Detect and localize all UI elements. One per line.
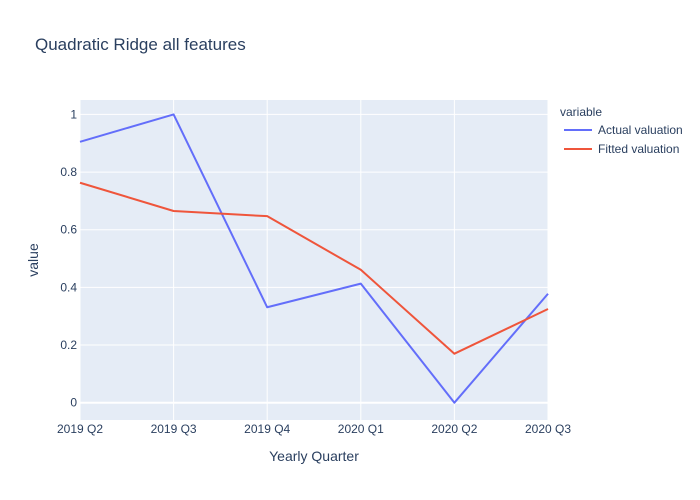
legend-item-label: Fitted valuation	[598, 142, 679, 156]
x-axis-title: Yearly Quarter	[269, 448, 359, 464]
chart-title: Quadratic Ridge all features	[35, 35, 246, 54]
x-tick-label: 2020 Q1	[338, 422, 384, 436]
x-tick-label: 2019 Q4	[244, 422, 290, 436]
y-tick-label: 0.6	[60, 223, 77, 237]
x-tick-label: 2019 Q3	[151, 422, 197, 436]
x-tick-label: 2020 Q3	[525, 422, 571, 436]
plot-area	[80, 100, 548, 420]
y-tick-label: 0.8	[60, 165, 77, 179]
gridlines	[79, 100, 549, 420]
y-tick-label: 0	[70, 396, 77, 410]
y-tick-label: 0.2	[60, 338, 77, 352]
y-axis-title: value	[25, 243, 41, 277]
x-tick-label: 2019 Q2	[57, 422, 103, 436]
series-lines	[79, 113, 549, 404]
y-axis-ticks: 0 0.2 0.4 0.6 0.8 1	[60, 107, 77, 409]
series-line-1	[79, 113, 549, 404]
y-tick-label: 1	[70, 107, 77, 121]
series-line-2	[79, 181, 549, 355]
x-tick-label: 2020 Q2	[431, 422, 477, 436]
x-axis-ticks: 2019 Q2 2019 Q3 2019 Q4 2020 Q1 2020 Q2 2020 …	[57, 422, 571, 436]
legend-title: variable	[560, 105, 602, 119]
legend: variable Actual valuation Fitted valuatio…	[560, 105, 683, 156]
y-tick-label: 0.4	[60, 280, 77, 294]
legend-item-label: Actual valuation	[598, 123, 683, 137]
